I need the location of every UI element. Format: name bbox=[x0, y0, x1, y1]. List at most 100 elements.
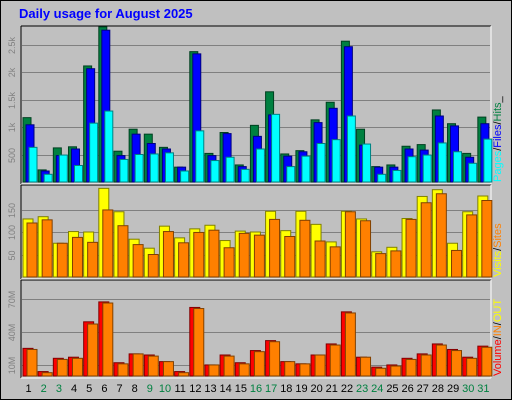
bar-middle-sites-day-29 bbox=[451, 249, 463, 278]
bar-middle-sites-day-25 bbox=[390, 250, 402, 278]
x-tick-day-25: 25 bbox=[386, 383, 398, 395]
bar-bottom-in-day-17 bbox=[269, 341, 281, 377]
x-tick-day-4: 4 bbox=[71, 383, 77, 395]
x-tick-day-26: 26 bbox=[401, 383, 413, 395]
x-tick-day-15: 15 bbox=[235, 383, 247, 395]
bar-middle-sites-day-5 bbox=[87, 241, 99, 278]
x-tick-day-9: 9 bbox=[147, 383, 153, 395]
legend-top-item-1: / bbox=[492, 147, 504, 151]
bar-top-pages-day-14 bbox=[225, 156, 235, 183]
bar-bottom-in-day-5 bbox=[87, 323, 99, 377]
bar-bottom-in-day-11 bbox=[178, 372, 190, 377]
bar-bottom-in-day-27 bbox=[420, 354, 432, 377]
bar-middle-sites-day-8 bbox=[132, 244, 144, 278]
x-tick-day-2: 2 bbox=[41, 383, 47, 395]
bar-top-pages-day-21 bbox=[331, 139, 341, 183]
x-tick-day-28: 28 bbox=[432, 383, 444, 395]
bar-middle-sites-day-9 bbox=[147, 254, 159, 278]
bar-middle-sites-day-10 bbox=[162, 231, 174, 278]
bar-bottom-in-day-30 bbox=[466, 357, 478, 377]
bar-middle-sites-day-30 bbox=[466, 214, 478, 278]
bar-top-pages-day-12 bbox=[195, 130, 205, 183]
tick-label-middle-0: 150 bbox=[7, 203, 17, 218]
bar-bottom-in-day-23 bbox=[360, 356, 372, 377]
bar-middle-sites-day-15 bbox=[238, 232, 250, 278]
bar-top-pages-day-3 bbox=[58, 154, 68, 183]
bar-middle-sites-day-2 bbox=[41, 219, 53, 278]
bar-top-pages-day-27 bbox=[422, 154, 432, 183]
bar-middle-sites-day-14 bbox=[223, 247, 235, 278]
bar-bottom-in-day-26 bbox=[405, 358, 417, 377]
bar-middle-sites-day-18 bbox=[284, 236, 296, 278]
tick-label-bottom-2: 10M bbox=[7, 357, 17, 375]
bar-middle-sites-day-19 bbox=[299, 219, 311, 278]
bar-bottom-in-day-28 bbox=[435, 344, 447, 377]
bar-top-pages-day-4 bbox=[73, 165, 83, 183]
bar-bottom-in-day-29 bbox=[451, 350, 463, 377]
tick-label-middle-1: 100 bbox=[7, 225, 17, 240]
bar-middle-sites-day-17 bbox=[269, 218, 281, 278]
legend-top: Pages/Files/Hits_ bbox=[492, 95, 504, 182]
x-tick-day-22: 22 bbox=[341, 383, 353, 395]
legend-bottom-item-1: / bbox=[492, 335, 504, 339]
tick-label-top-2: 1.5k bbox=[7, 91, 17, 109]
legend-bottom-item-0: Volume bbox=[492, 339, 504, 376]
bar-bottom-in-day-10 bbox=[162, 361, 174, 377]
tick-label-bottom-0: 70M bbox=[7, 291, 17, 309]
legend-top-item-4: Hits bbox=[492, 102, 504, 121]
tick-label-top-3: 1k bbox=[7, 122, 17, 132]
x-tick-day-19: 19 bbox=[295, 383, 307, 395]
x-tick-day-12: 12 bbox=[189, 383, 201, 395]
x-tick-day-23: 23 bbox=[356, 383, 368, 395]
bar-top-pages-day-28 bbox=[437, 142, 447, 183]
legend-bottom-item-2: IN bbox=[492, 325, 504, 336]
tick-label-bottom-1: 40M bbox=[7, 324, 17, 342]
bar-bottom-in-day-22 bbox=[344, 312, 356, 377]
bar-bottom-in-day-13 bbox=[208, 364, 220, 377]
bar-middle-sites-day-21 bbox=[329, 246, 341, 278]
bar-top-pages-day-25 bbox=[392, 169, 402, 183]
legend-bottom-item-4: OUT bbox=[492, 299, 504, 323]
bar-middle-sites-day-16 bbox=[253, 234, 265, 278]
x-tick-day-17: 17 bbox=[265, 383, 277, 395]
bar-bottom-in-day-8 bbox=[132, 353, 144, 377]
chart-title: Daily usage for August 2025 bbox=[19, 6, 193, 21]
bar-middle-sites-day-4 bbox=[71, 236, 83, 278]
x-tick-day-29: 29 bbox=[447, 383, 459, 395]
x-tick-day-14: 14 bbox=[220, 383, 232, 395]
x-tick-day-16: 16 bbox=[250, 383, 262, 395]
bar-bottom-in-day-6 bbox=[102, 302, 114, 377]
legend-middle: Visits/Sites bbox=[492, 223, 504, 277]
bar-middle-sites-day-24 bbox=[375, 253, 387, 278]
bar-bottom-in-day-21 bbox=[329, 344, 341, 377]
bar-top-pages-day-30 bbox=[468, 162, 478, 183]
bar-bottom-in-day-12 bbox=[193, 308, 205, 377]
bar-middle-sites-day-12 bbox=[193, 231, 205, 278]
bar-top-pages-day-11 bbox=[180, 170, 190, 183]
bar-middle-sites-day-20 bbox=[314, 240, 326, 278]
bar-middle-sites-day-1 bbox=[26, 222, 38, 278]
x-tick-day-8: 8 bbox=[132, 383, 138, 395]
bar-top-pages-day-9 bbox=[149, 153, 159, 183]
bar-top-pages-day-24 bbox=[377, 173, 387, 183]
x-tick-day-20: 20 bbox=[311, 383, 323, 395]
legend-top-item-5: _ bbox=[492, 95, 504, 103]
legend-middle-item-0: Visits bbox=[492, 250, 504, 277]
x-tick-day-6: 6 bbox=[101, 383, 107, 395]
bar-bottom-in-day-19 bbox=[299, 363, 311, 377]
legend-top-item-2: Files bbox=[492, 124, 504, 148]
bar-bottom-in-day-31 bbox=[481, 346, 493, 377]
tick-label-middle-2: 50 bbox=[7, 250, 17, 260]
bar-top-pages-day-17 bbox=[271, 113, 281, 183]
bar-top-pages-day-22 bbox=[346, 115, 356, 183]
bar-middle-sites-day-31 bbox=[481, 200, 493, 278]
bar-top-pages-day-10 bbox=[164, 152, 174, 183]
bar-top-pages-day-20 bbox=[316, 143, 326, 183]
x-tick-day-31: 31 bbox=[477, 383, 489, 395]
bar-bottom-in-day-9 bbox=[147, 355, 159, 377]
bar-middle-sites-day-28 bbox=[435, 193, 447, 278]
bar-top-pages-day-29 bbox=[453, 151, 463, 183]
x-tick-day-5: 5 bbox=[86, 383, 92, 395]
bar-top-pages-day-31 bbox=[483, 138, 493, 183]
bar-middle-sites-day-3 bbox=[56, 242, 68, 278]
